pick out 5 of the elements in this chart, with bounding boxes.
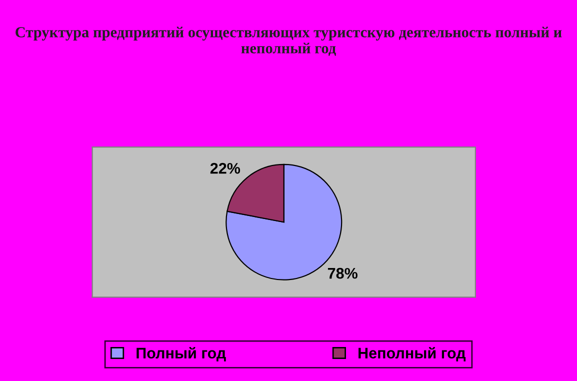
legend-label: Полный год [136, 346, 226, 362]
data-label: 22% [210, 162, 240, 174]
chart-title: Структура предприятий осуществляющих туристскую деятельность полный и неполный год [16, 26, 562, 56]
data-label: 78% [328, 268, 358, 279]
legend-label: Неполный год [358, 346, 466, 362]
